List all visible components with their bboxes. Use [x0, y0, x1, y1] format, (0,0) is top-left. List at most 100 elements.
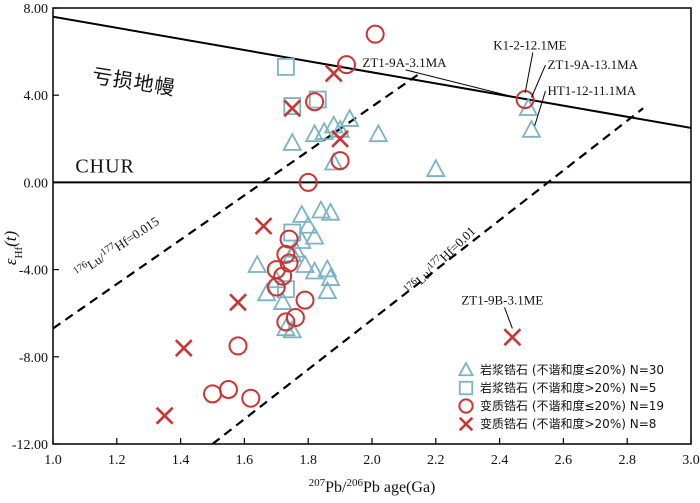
- triangle-point: [320, 267, 341, 286]
- square-point: [276, 57, 295, 76]
- circle-point: [285, 308, 305, 328]
- triangle-point: [314, 121, 335, 140]
- triangle-point: [323, 151, 344, 171]
- triangle-point: [330, 119, 351, 138]
- square-point: [276, 280, 295, 299]
- data-marks: [155, 24, 542, 425]
- circle-point: [203, 384, 222, 404]
- x-tick-label: 2.0: [363, 453, 381, 468]
- triangle-point: [282, 132, 303, 151]
- circle-point: [295, 290, 315, 310]
- legend-circle-icon: [458, 398, 474, 414]
- x-tick-label: 1.0: [44, 453, 62, 468]
- x-tick-label: 2.8: [618, 453, 636, 468]
- annotation-leader: [504, 307, 513, 329]
- triangle-point: [320, 202, 341, 221]
- annotation-label: K1-2-12.1ME: [493, 37, 566, 52]
- y-tick-label: 8.00: [24, 2, 49, 17]
- cross-point: [324, 64, 343, 83]
- xlabel-mid: Pb/: [325, 479, 347, 496]
- circle-point: [218, 380, 238, 399]
- circle-point: [336, 55, 356, 75]
- ratio-0015-b: Hf=0.015: [112, 213, 162, 254]
- annotation-label: ZT1-9A-3.1MA: [362, 55, 447, 70]
- x-tick-label: 2.4: [491, 453, 509, 468]
- cross-point: [283, 99, 302, 118]
- line-labels: 亏损地幔 CHUR 176Lu/177Hf=0.015 176Lu/177Hf=…: [71, 64, 479, 294]
- circle-point: [241, 388, 261, 408]
- triangle-point: [310, 199, 331, 219]
- circle-point: [330, 151, 350, 171]
- x-tick-label: 2.2: [427, 453, 445, 468]
- triangle-point: [304, 260, 325, 280]
- xlabel-sup1: 207: [309, 477, 326, 489]
- legend-label: 岩浆锆石 (不谐和度≤20%) N=30: [480, 362, 664, 377]
- depleted-mantle-line: [53, 15, 691, 129]
- annotation-leader: [405, 69, 516, 98]
- legend-cross-icon: [458, 416, 474, 432]
- circle-point: [276, 312, 296, 332]
- legend-triangle-icon: [457, 361, 475, 377]
- triangle-point: [368, 123, 389, 143]
- circle-point: [298, 172, 318, 192]
- chur-label: CHUR: [75, 156, 135, 178]
- x-tick-label: 1.6: [236, 453, 254, 468]
- cross-point: [155, 406, 174, 425]
- triangle-point: [295, 254, 316, 273]
- triangle-point: [298, 215, 319, 234]
- triangle-point: [425, 158, 446, 177]
- legend-square-icon: [458, 380, 474, 396]
- y-tick-label: 0.00: [24, 176, 49, 191]
- ylabel-tail: (t): [1, 230, 20, 246]
- reference-lines: [53, 15, 691, 444]
- circle-point: [276, 244, 296, 264]
- circle-point: [305, 92, 325, 112]
- cross-point: [331, 129, 350, 148]
- x-tick-label: 3.0: [682, 453, 700, 468]
- ratio-001-line: [211, 107, 644, 444]
- depleted-mantle-label: 亏损地幔: [90, 64, 177, 100]
- annotation-leader: [524, 52, 534, 94]
- x-axis-label: 207Pb/206Pb age(Ga): [309, 477, 436, 496]
- y-tick-label: -4.00: [19, 264, 48, 279]
- legend-label: 岩浆锆石 (不谐和度>20%) N=5: [480, 380, 656, 395]
- cross-point: [229, 293, 247, 312]
- x-tick-label: 1.4: [172, 453, 190, 468]
- axis-titles: 207Pb/206Pb age(Ga) εHf(t): [1, 230, 435, 496]
- x-tick-label: 2.6: [555, 453, 573, 468]
- annotation-label: HT1-12-11.1MA: [547, 83, 636, 98]
- circle-point: [279, 229, 299, 249]
- y-axis-label: εHf(t): [1, 230, 25, 265]
- annotation-label: ZT1-9A-13.1MA: [547, 57, 638, 72]
- triangle-point: [272, 291, 293, 310]
- square-point: [283, 97, 302, 115]
- legend-label: 变质锆石 (不谐和度>20%) N=8: [480, 416, 656, 431]
- cross-point: [174, 339, 193, 357]
- ratio-0015-line: [53, 72, 421, 330]
- cross-point: [503, 328, 522, 347]
- triangle-point: [291, 204, 312, 223]
- ratio-0015-label: 176Lu/177Hf=0.015: [71, 212, 162, 281]
- triangle-point: [247, 254, 268, 273]
- circle-point: [266, 277, 286, 297]
- annotation-leader: [531, 64, 546, 98]
- square-point: [308, 90, 327, 109]
- y-tick-label: -12.00: [12, 438, 48, 453]
- triangle-point: [304, 226, 325, 245]
- annotation-label: ZT1-9B-3.1ME: [461, 292, 543, 307]
- ratio-001-b: Hf=0.01: [437, 223, 479, 264]
- y-tick-label: 4.00: [24, 89, 49, 104]
- annotations: K1-2-12.1ME ZT1-9A-3.1MA ZT1-9A-13.1MA HT1-…: [362, 37, 639, 329]
- annotation-leader: [534, 91, 546, 126]
- triangle-point: [521, 119, 542, 138]
- x-tick-label: 1.8: [299, 453, 317, 468]
- triangle-point: [317, 280, 338, 300]
- y-tick-label: -8.00: [19, 351, 48, 366]
- axis-ticks: 1.0 1.2 1.4 1.6 1.8 2.0 2.2 2.4 2.6 2.8 3.0 8.00 4.0…: [12, 2, 700, 468]
- xlabel-tail: Pb age(Ga): [363, 479, 435, 496]
- xlabel-sup2: 206: [346, 477, 363, 489]
- circle-point: [228, 336, 248, 356]
- ylabel-sub: Hf: [13, 247, 25, 259]
